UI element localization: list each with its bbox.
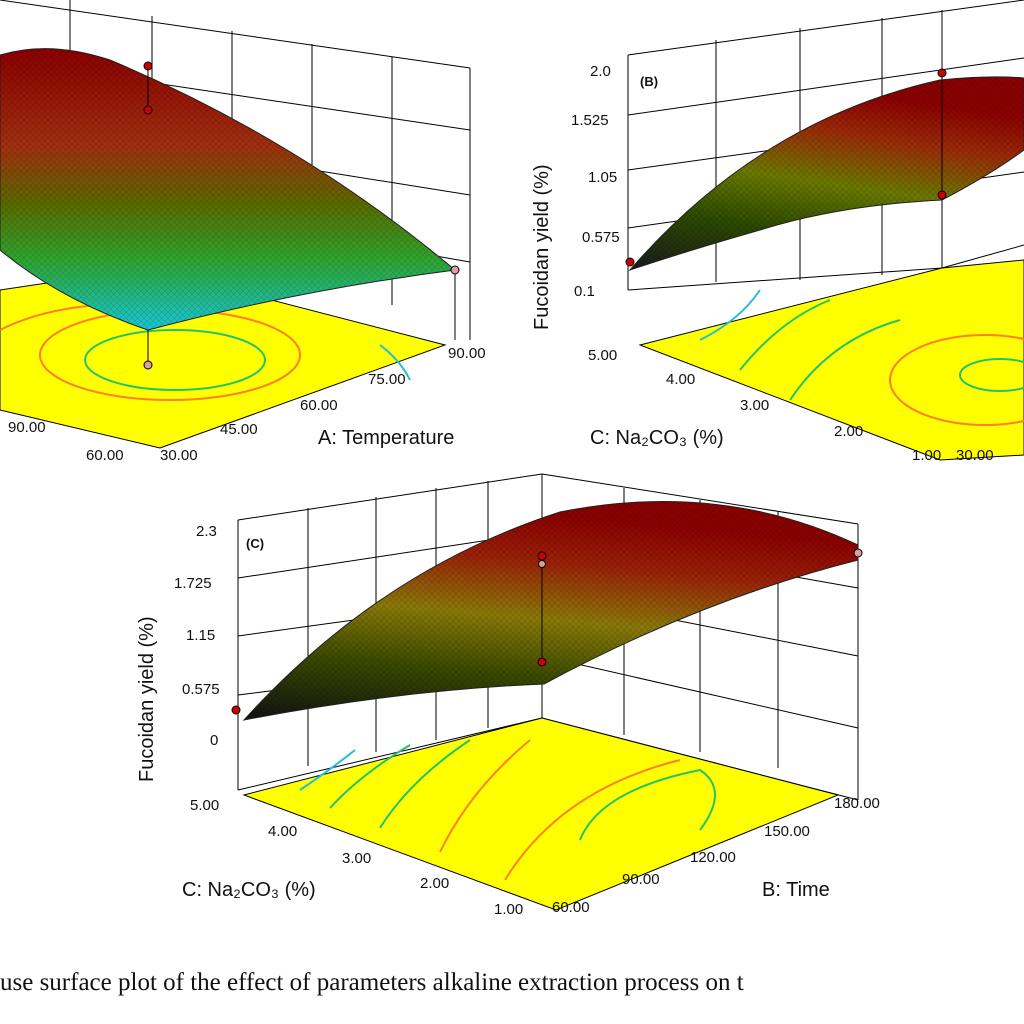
tick-label: 0.1	[574, 283, 595, 300]
panel-b-tag: (B)	[640, 74, 658, 89]
panel-c-x1-label: C: Na₂CO₃ (%)	[182, 879, 316, 901]
tick-label: 2.3	[196, 523, 217, 540]
panel-b-x1-label: C: Na₂CO₃ (%)	[590, 427, 724, 449]
panel-a-design-points	[143, 61, 460, 370]
panel-b-floor	[638, 259, 1024, 461]
panel-b-z-ticks: 0.1 0.575 1.05 1.525 2.0	[571, 63, 620, 300]
panel-c-contours	[299, 739, 716, 881]
panel-c-floor	[242, 717, 840, 911]
tick-label: 180.00	[834, 795, 880, 812]
tick-label: 5.00	[588, 347, 617, 364]
panel-b-contours	[699, 289, 1024, 426]
tick-label: 45.00	[220, 421, 258, 438]
tick-label: 30.00	[160, 447, 198, 464]
panel-c-x1-ticks: 1.00 2.00 3.00 4.00 5.00	[190, 797, 523, 918]
tick-label: 1.00	[912, 447, 941, 464]
tick-label: 75.00	[368, 371, 406, 388]
tick-label: 120.00	[690, 849, 736, 866]
panel-a-x1-ticks: 30.00 45.00 60.00 75.00 90.00	[160, 345, 486, 464]
panel-a-x1-label: A: Temperature	[318, 427, 454, 449]
tick-label: 1.00	[494, 901, 523, 918]
panel-a-x2-ticks: 60.00 90.00	[8, 419, 124, 464]
panel-b-z-label: Fucoidan yield (%)	[531, 164, 553, 330]
tick-label: 1.05	[588, 169, 617, 186]
tick-label: 1.15	[186, 627, 215, 644]
tick-label: 2.00	[420, 875, 449, 892]
panel-b-x2-ticks: 30.00	[956, 447, 994, 464]
tick-label: 60.00	[300, 397, 338, 414]
tick-label: 4.00	[268, 823, 297, 840]
tick-label: 60.00	[86, 447, 124, 464]
panel-b: (B) 0.1 0.575 1.05 1.525 2.0 Fucoidan yi…	[531, 0, 1024, 464]
tick-label: 0.575	[182, 681, 220, 698]
tick-label: 90.00	[448, 345, 486, 362]
tick-label: 1.525	[571, 112, 609, 129]
tick-label: 2.0	[590, 63, 611, 80]
tick-label: 3.00	[342, 850, 371, 867]
panel-c-z-ticks: 0 0.575 1.15 1.725 2.3	[174, 523, 220, 749]
tick-label: 3.00	[740, 397, 769, 414]
panel-b-x1-ticks: 1.00 2.00 3.00 4.00 5.00	[588, 347, 941, 464]
panel-c-tag: (C)	[246, 536, 264, 551]
tick-label: 30.00	[956, 447, 994, 464]
panel-a: 30.00 45.00 60.00 75.00 90.00 A: Tempera…	[0, 0, 486, 464]
tick-label: 1.725	[174, 575, 212, 592]
tick-label: 5.00	[190, 797, 219, 814]
panel-c-z-label: Fucoidan yield (%)	[136, 616, 158, 782]
tick-label: 90.00	[8, 419, 46, 436]
tick-label: 0	[210, 732, 218, 749]
tick-label: 0.575	[582, 229, 620, 246]
panel-c-design-points	[231, 548, 863, 715]
tick-label: 150.00	[764, 823, 810, 840]
panel-b-design-points	[625, 68, 947, 267]
panel-c-x2-ticks: 60.00 90.00 120.00 150.00 180.00	[552, 795, 880, 916]
figure-caption: use surface plot of the effect of parame…	[0, 969, 744, 996]
tick-label: 4.00	[666, 371, 695, 388]
tick-label: 90.00	[622, 871, 660, 888]
tick-label: 2.00	[834, 423, 863, 440]
panel-c: (C) 0 0.575 1.15 1.725 2.3 Fucoidan yiel…	[136, 473, 880, 918]
panel-c-x2-label: B: Time	[762, 879, 830, 901]
tick-label: 60.00	[552, 899, 590, 916]
